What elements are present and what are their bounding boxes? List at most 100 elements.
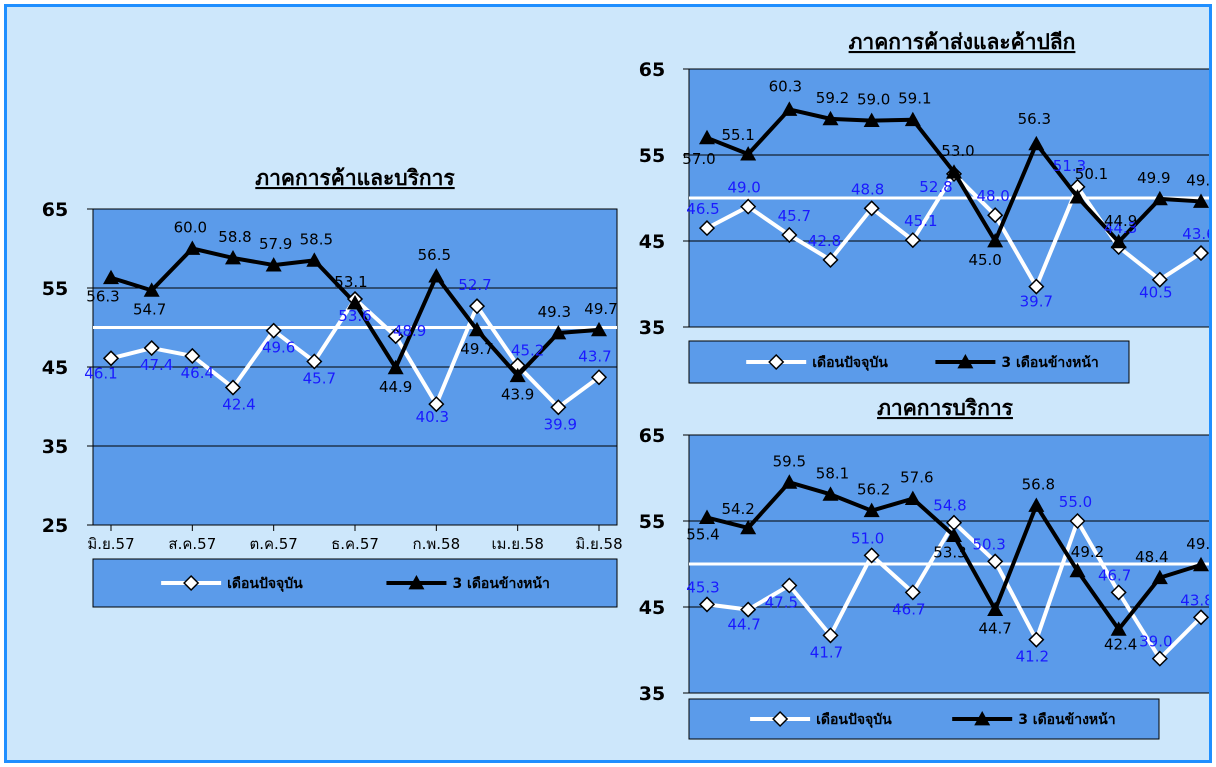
chart-1-point-current <box>987 207 1004 224</box>
chart-1-label-future: 60.3 <box>769 77 802 95</box>
chart-2-label-future: 56.8 <box>1022 476 1055 494</box>
chart-2-point-future <box>1193 556 1209 572</box>
chart-2-point-current <box>1110 584 1127 601</box>
chart-0-xtick-label: ก.พ.58 <box>413 535 461 553</box>
chart-0-label-current: 46.4 <box>181 364 214 382</box>
chart-0-point-future <box>469 321 485 337</box>
chart-2-legend-future-label: 3 เดือนข้างหน้า <box>1018 712 1115 728</box>
chart-2-point-current <box>987 553 1004 570</box>
chart-1-point-future <box>781 101 798 116</box>
chart-2-point-current <box>904 584 921 601</box>
chart-2-label-current: 50.3 <box>972 535 1005 553</box>
chart-0-label-current: 39.9 <box>544 415 577 433</box>
chart-2-point-future <box>946 527 962 543</box>
chart-0-point-current <box>428 396 445 413</box>
chart-1-point-future <box>1028 135 1045 151</box>
chart-2-legend-future-marker <box>974 711 991 726</box>
chart-1-legend-current-marker <box>768 353 785 371</box>
chart-2-point-future <box>822 486 839 501</box>
chart-0-point-future <box>387 359 404 375</box>
chart-0-label-future: 54.7 <box>133 300 166 318</box>
chart-1-label-future: 59.1 <box>898 90 931 108</box>
chart-2-label-current: 41.2 <box>1016 648 1049 666</box>
chart-1-label-current: 43.6 <box>1182 225 1209 243</box>
chart-2-label-future: 58.1 <box>816 464 849 482</box>
chart-2-label-future: 49.9 <box>1186 535 1209 553</box>
chart-2-label-future: 49.2 <box>1071 543 1104 561</box>
chart-2-label-future: 56.2 <box>857 481 890 499</box>
chart-0-point-future <box>550 325 567 340</box>
chart-0-label-current: 53.6 <box>338 307 371 325</box>
chart-1-point-future <box>946 164 962 179</box>
chart-2-point-future <box>699 509 715 524</box>
chart-2-point-current <box>740 601 757 618</box>
chart-0-ytick-label: 45 <box>42 357 68 379</box>
chart-2-point-future <box>1028 497 1045 512</box>
chart-0-point-current <box>468 298 486 315</box>
chart-1-legend-future-marker <box>957 354 974 369</box>
chart-2-label-current: 43.8 <box>1180 591 1209 609</box>
chart-1-label-current: 45.7 <box>778 207 811 225</box>
chart-2-label-current: 51.0 <box>851 529 884 547</box>
chart-0-point-current <box>143 339 160 357</box>
chart-2-point-future <box>904 490 921 506</box>
chart-1-label-future: 59.0 <box>857 91 890 109</box>
chart-0-point-future <box>591 321 607 337</box>
chart-2-legend-current-label: เดือนปัจจุบัน <box>816 712 892 728</box>
chart-2-label-current: 54.8 <box>933 497 966 515</box>
chart-2-label-current: 47.5 <box>765 594 798 612</box>
chart-0-label-future: 43.9 <box>501 386 534 404</box>
chart-0-label-current: 52.7 <box>458 276 491 294</box>
chart-2-label-future: 55.4 <box>686 526 719 544</box>
chart-1-label-current: 48.0 <box>976 187 1009 205</box>
chart-0-point-current <box>102 350 120 367</box>
chart-0-label-future: 44.9 <box>379 378 412 396</box>
chart-0-xtick-label: มิ.ย.58 <box>575 535 622 553</box>
chart-0-point-future <box>509 367 526 383</box>
chart-2-label-future: 53.3 <box>933 544 966 562</box>
chart-2-ytick-label: 65 <box>639 425 665 447</box>
chart-2-point-current <box>1069 512 1086 530</box>
chart-0-legend-future-marker <box>408 575 425 590</box>
chart-1-label-future: 49.9 <box>1137 169 1170 187</box>
chart-0-point-future <box>103 269 119 285</box>
chart-2-ytick-label: 55 <box>639 511 665 533</box>
chart-2-point-current <box>781 577 798 594</box>
chart-1-title: ภาคการค้าส่งและค้าปลีก <box>849 30 1076 54</box>
chart-0-legend-current-label: เดือนปัจจุบัน <box>227 576 303 592</box>
chart-0-label-current: 43.7 <box>578 347 611 365</box>
chart-0-ytick-label: 35 <box>42 436 68 458</box>
chart-0-label-future: 60.0 <box>174 219 207 237</box>
chart-2-label-future: 54.2 <box>721 500 754 518</box>
chart-0-label-future: 57.9 <box>259 235 292 253</box>
chart-1-label-future: 56.3 <box>1018 110 1051 128</box>
chart-1-point-current <box>822 251 839 268</box>
chart-2-label-future: 42.4 <box>1104 635 1137 653</box>
chart-1-ytick-label: 45 <box>639 231 665 253</box>
chart-0-ytick-label: 25 <box>42 515 68 537</box>
chart-1-point-current <box>904 232 921 249</box>
chart-0-xtick-label: ธ.ค.57 <box>331 535 379 553</box>
chart-1-point-future <box>822 110 839 126</box>
chart-2-label-current: 55.0 <box>1059 493 1092 511</box>
chart-1-label-future: 44.9 <box>1104 212 1137 230</box>
chart-0-point-future <box>184 240 201 255</box>
chart-1-label-current: 40.5 <box>1139 284 1172 302</box>
chart-0-point-future <box>347 295 363 310</box>
chart-1-legend-future-label: 3 เดือนข้างหน้า <box>1001 355 1098 371</box>
chart-1-point-future <box>1110 233 1127 249</box>
chart-1-point-current <box>1028 278 1045 295</box>
chart-2-point-current <box>1028 631 1045 648</box>
chart-2-point-future <box>1151 569 1168 585</box>
chart-0-label-future: 49.7 <box>584 300 617 318</box>
chart-1-point-future <box>740 146 757 161</box>
chart-0-point-current <box>265 322 282 339</box>
chart-1-label-current: 39.7 <box>1020 293 1053 311</box>
chart-2-label-future: 57.6 <box>900 469 933 487</box>
chart-2-point-current <box>698 596 716 613</box>
chart-0-point-future <box>143 282 160 297</box>
chart-2-point-future <box>1069 562 1086 578</box>
chart-1-label-current: 46.5 <box>686 200 719 218</box>
chart-2-point-future <box>863 502 880 518</box>
